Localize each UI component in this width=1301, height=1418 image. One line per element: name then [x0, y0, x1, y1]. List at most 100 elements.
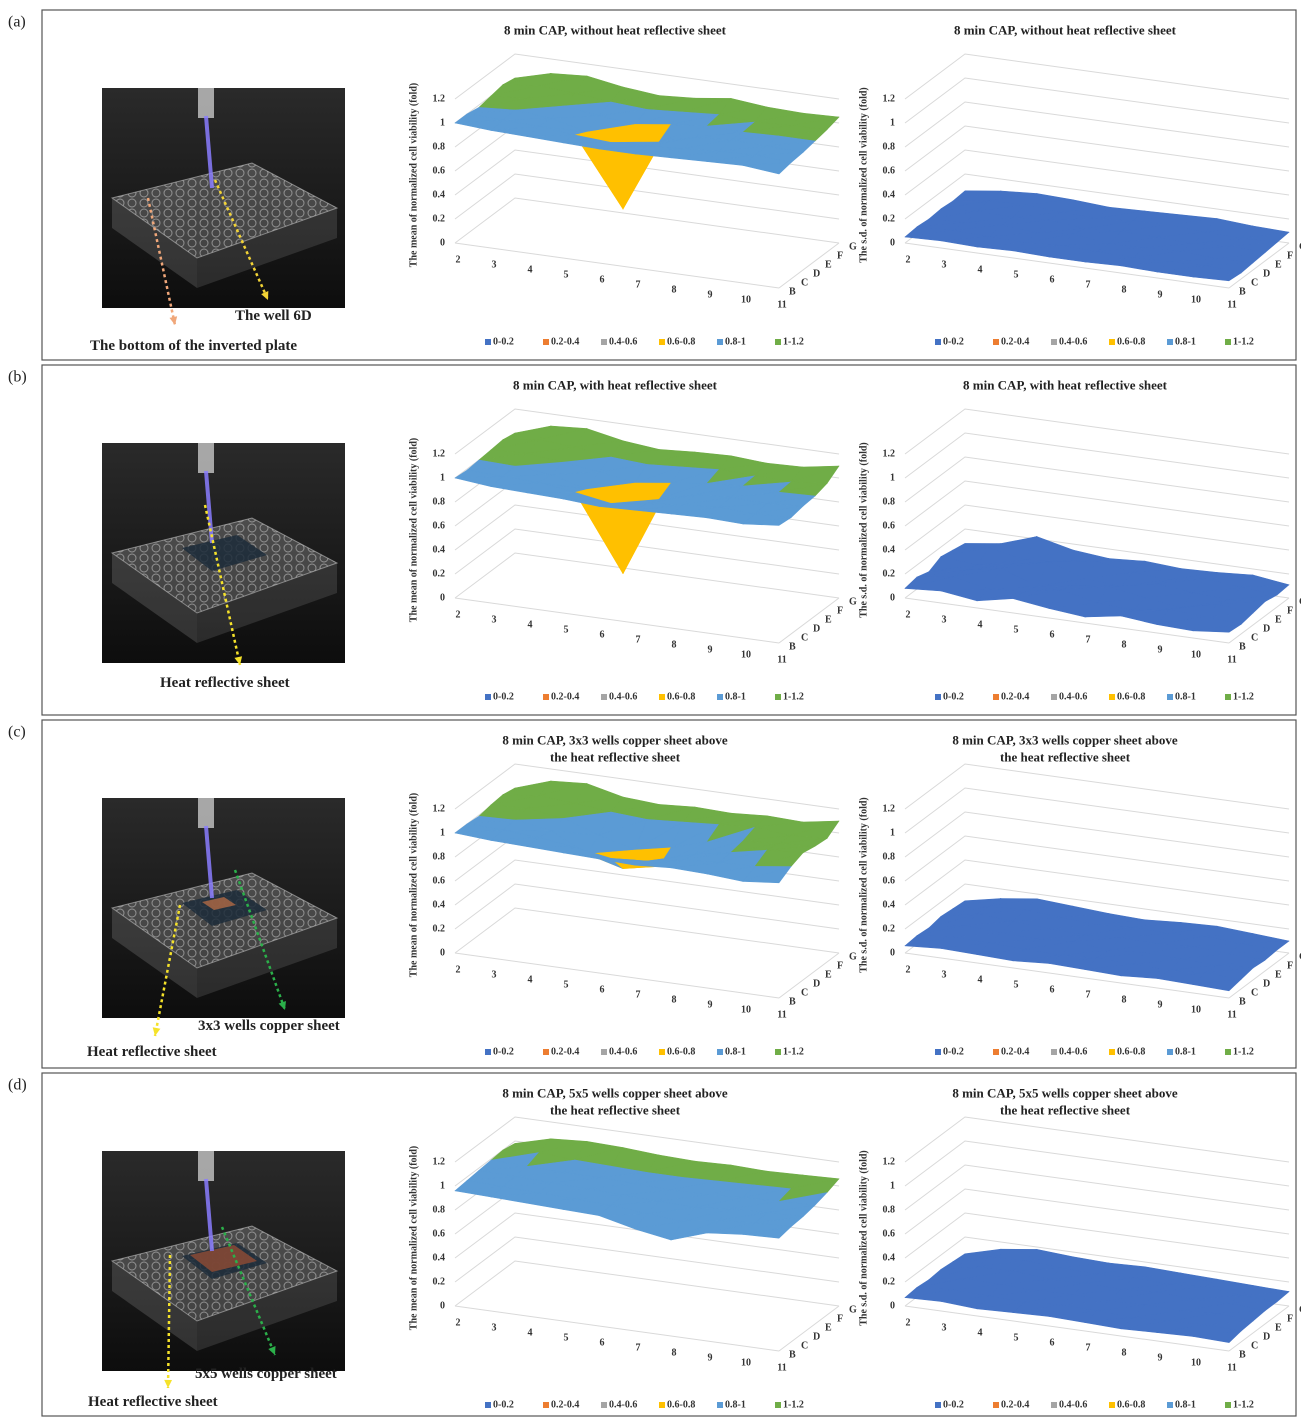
legend-label: 0.4-0.6 [609, 1400, 637, 1411]
z-tick-label: D [813, 624, 820, 635]
z-tick-label: D [813, 979, 820, 990]
plasma-jet-nozzle [198, 88, 214, 118]
grid-line [455, 1261, 839, 1306]
y-tick-label: 0.6 [883, 876, 896, 887]
z-tick-label: E [1275, 1323, 1282, 1334]
legend-label: 0.8-1 [1175, 337, 1196, 348]
legend-swatch [601, 694, 607, 700]
grid-line [905, 150, 1289, 195]
grid-line [905, 836, 1289, 881]
x-tick-label: 7 [636, 635, 641, 646]
x-tick-label: 10 [1191, 295, 1201, 306]
y-tick-label: 0.8 [433, 497, 446, 508]
arrow-head [164, 1380, 172, 1388]
legend-label: 0.8-1 [725, 1400, 746, 1411]
z-tick-label: F [1287, 1314, 1293, 1325]
y-tick-label: 0.8 [433, 1205, 446, 1216]
legend-swatch [1109, 694, 1115, 700]
legend-swatch [601, 1402, 607, 1408]
legend-swatch [543, 1049, 549, 1055]
x-tick-label: 8 [1122, 995, 1127, 1006]
z-tick-label: F [837, 606, 843, 617]
z-tick-label: G [849, 1305, 857, 1316]
z-tick-label: E [825, 1323, 832, 1334]
z-tick-label: C [801, 1341, 808, 1352]
y-tick-label: 0.4 [883, 545, 896, 556]
x-tick-label: 3 [492, 260, 497, 271]
y-axis-label: The s.d. of normalized cell viability (f… [859, 87, 870, 263]
legend-swatch [993, 694, 999, 700]
x-tick-label: 11 [1227, 300, 1236, 311]
legend-label: 0.8-1 [1175, 1047, 1196, 1058]
x-tick-label: 7 [636, 280, 641, 291]
x-tick-label: 6 [1050, 1338, 1055, 1349]
z-tick-label: B [1239, 642, 1246, 653]
x-tick-label: 6 [1050, 630, 1055, 641]
x-tick-label: 9 [708, 1000, 713, 1011]
legend-swatch [775, 1049, 781, 1055]
axis-line [455, 598, 779, 643]
x-tick-label: 4 [528, 975, 533, 986]
z-tick-label: C [1251, 1341, 1258, 1352]
y-tick-label: 0.6 [883, 521, 896, 532]
legend-label: 0-0.2 [493, 1047, 514, 1058]
y-tick-label: 0.2 [883, 214, 896, 225]
legend-swatch [1051, 694, 1057, 700]
legend-swatch [1109, 1049, 1115, 1055]
grid-line [905, 126, 1289, 171]
x-tick-label: 5 [1014, 1333, 1019, 1344]
y-tick-label: 0.2 [883, 924, 896, 935]
legend-swatch [1109, 1402, 1115, 1408]
legend-label: 0.2-0.4 [551, 692, 579, 703]
legend-swatch [485, 694, 491, 700]
legend-label: 0.4-0.6 [609, 1047, 637, 1058]
x-tick-label: 4 [978, 1328, 983, 1339]
legend-label: 0.2-0.4 [551, 337, 579, 348]
x-tick-label: 5 [564, 625, 569, 636]
x-tick-label: 4 [528, 620, 533, 631]
annotation: Heat reflective sheet [88, 1394, 218, 1410]
x-tick-label: 6 [1050, 275, 1055, 286]
grid-line [905, 433, 1289, 478]
x-tick-label: 7 [636, 1343, 641, 1354]
x-tick-label: 6 [600, 1338, 605, 1349]
z-tick-label: F [1287, 251, 1293, 262]
x-tick-label: 8 [1122, 1348, 1127, 1359]
z-tick-label: D [1263, 1332, 1270, 1343]
x-tick-label: 8 [1122, 640, 1127, 651]
legend-label: 0.6-0.8 [667, 1047, 695, 1058]
x-tick-label: 2 [906, 255, 911, 266]
legend-label: 0.6-0.8 [1117, 692, 1145, 703]
z-tick-label: B [789, 997, 796, 1008]
x-tick-label: 8 [672, 995, 677, 1006]
y-tick-label: 0 [440, 593, 445, 604]
grid-line [905, 1165, 1289, 1210]
legend-swatch [993, 1402, 999, 1408]
legend-label: 0-0.2 [493, 692, 514, 703]
y-tick-label: 0 [440, 238, 445, 249]
legend-swatch [1167, 1402, 1173, 1408]
legend-label: 0.4-0.6 [609, 692, 637, 703]
z-tick-label: E [825, 970, 832, 981]
legend-swatch [935, 1049, 941, 1055]
x-tick-label: 5 [564, 1333, 569, 1344]
chart-title: 8 min CAP, with heat reflective sheet [963, 378, 1168, 393]
x-tick-label: 8 [672, 640, 677, 651]
legend-label: 0-0.2 [943, 1400, 964, 1411]
grid-line [905, 764, 1289, 809]
x-tick-label: 11 [777, 1010, 786, 1021]
y-tick-label: 0 [890, 948, 895, 959]
x-tick-label: 2 [906, 610, 911, 621]
legend-swatch [717, 1049, 723, 1055]
y-tick-label: 0.4 [883, 190, 896, 201]
legend-swatch [601, 1049, 607, 1055]
y-tick-label: 0.2 [883, 569, 896, 580]
grid-line [455, 884, 839, 929]
y-axis-label: The s.d. of normalized cell viability (f… [859, 1150, 870, 1326]
figure: (a)The well 6DThe bottom of the inverted… [0, 0, 1301, 1418]
x-tick-label: 10 [741, 1358, 751, 1369]
grid-line [905, 1141, 1289, 1186]
legend-swatch [543, 339, 549, 345]
z-tick-label: C [801, 278, 808, 289]
z-tick-label: D [813, 269, 820, 280]
